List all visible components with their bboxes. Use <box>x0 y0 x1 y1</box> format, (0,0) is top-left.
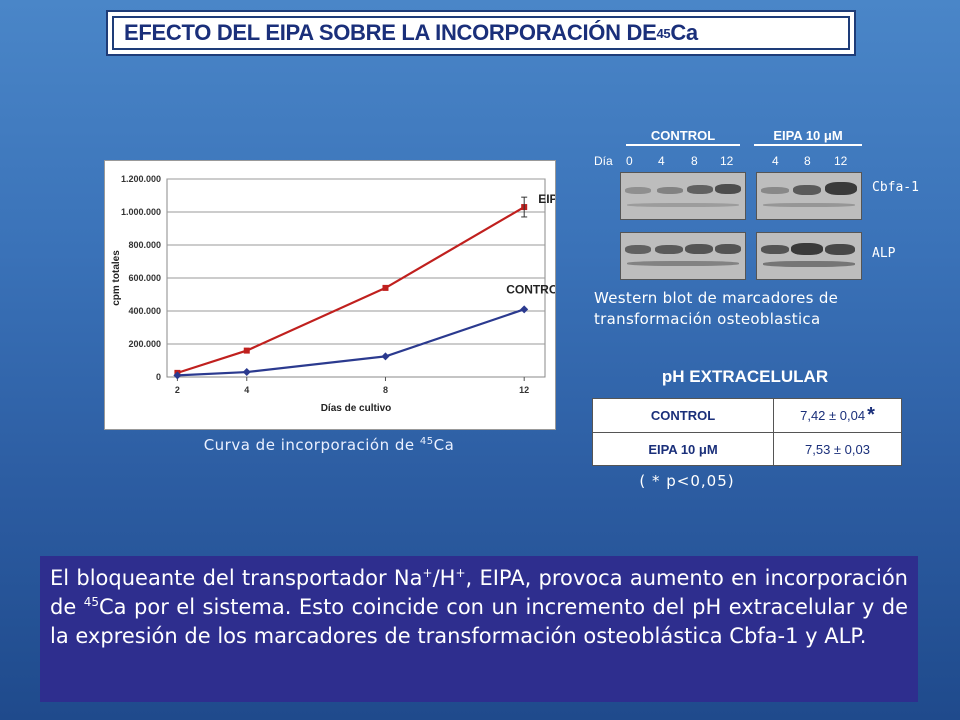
y-tick-label: 600.000 <box>128 273 161 283</box>
significance-star: * <box>867 404 875 426</box>
summary-text: Ca por el sistema. Esto coincide con un … <box>50 595 908 648</box>
wb-lane-label: 12 <box>720 154 734 168</box>
blot-alp-control <box>620 232 746 280</box>
data-point <box>173 371 182 380</box>
x-tick-label: 4 <box>244 385 249 395</box>
slide-title: EFECTO DEL EIPA SOBRE LA INCORPORACIÓN D… <box>112 16 850 50</box>
ph-value-text: 7,53 ± 0,03 <box>805 442 870 457</box>
summary-sup: + <box>455 566 466 580</box>
data-point <box>242 368 251 377</box>
wb-caption-line: Western blot de marcadores de <box>594 289 839 307</box>
wb-group-eipa-label: EIPA 10 μM <box>754 128 862 146</box>
summary-text: El bloqueante del transportador Na <box>50 566 423 590</box>
data-point <box>382 284 389 291</box>
wb-group-eipa: EIPA 10 μM <box>754 128 862 146</box>
ph-table: CONTROL 7,42 ± 0,04 * EIPA 10 μM 7,53 ± 0… <box>592 398 902 466</box>
band <box>761 187 789 194</box>
x-tick-label: 8 <box>383 385 388 395</box>
series-label-eipa: EIPA <box>538 192 555 206</box>
wb-day-label: Día <box>594 154 613 168</box>
y-tick-label: 800.000 <box>128 240 161 250</box>
ph-row-value: 7,42 ± 0,04 * <box>774 399 901 432</box>
summary-sup: + <box>422 566 433 580</box>
band <box>627 261 739 266</box>
data-point <box>520 305 529 314</box>
y-axis-label: cpm totales <box>111 250 122 306</box>
wb-lane-label: 0 <box>626 154 633 168</box>
chart-caption-text: Curva de incorporación de <box>203 436 420 454</box>
table-row: CONTROL 7,42 ± 0,04 * <box>593 399 901 433</box>
wb-caption-line: transformación osteoblastica <box>594 310 821 328</box>
band <box>687 185 713 194</box>
wb-lane-label: 12 <box>834 154 848 168</box>
chart-caption: Curva de incorporación de 45Ca <box>104 436 554 454</box>
title-isotope-symbol: Ca <box>670 20 698 45</box>
band <box>715 244 741 254</box>
x-tick-label: 12 <box>519 385 529 395</box>
blot-cbfa1-control <box>620 172 746 220</box>
y-tick-label: 0 <box>156 372 161 382</box>
band <box>825 182 857 195</box>
band <box>655 245 683 254</box>
data-point <box>381 352 390 361</box>
data-point <box>243 347 250 354</box>
ph-row-name: EIPA 10 μM <box>593 433 774 466</box>
title-box: EFECTO DEL EIPA SOBRE LA INCORPORACIÓN D… <box>106 10 856 56</box>
wb-group-control: CONTROL <box>626 128 740 146</box>
summary-box: El bloqueante del transportador Na+/H+, … <box>40 556 918 702</box>
band <box>657 187 683 194</box>
band <box>625 245 651 254</box>
ph-row-value: 7,53 ± 0,03 <box>774 433 901 466</box>
band <box>793 185 821 195</box>
band <box>715 184 741 194</box>
wb-lane-label: 8 <box>691 154 698 168</box>
x-tick-label: 2 <box>175 385 180 395</box>
x-axis-label: Días de cultivo <box>321 403 392 414</box>
title-text: EFECTO DEL EIPA SOBRE LA INCORPORACIÓN D… <box>124 20 657 45</box>
band <box>791 243 823 255</box>
western-blot: CONTROL EIPA 10 μM Día 0 4 8 12 4 8 12 C… <box>590 124 930 344</box>
chart-caption-sup: 45 <box>419 436 434 447</box>
y-tick-label: 400.000 <box>128 306 161 316</box>
y-tick-label: 200.000 <box>128 339 161 349</box>
ph-value-text: 7,42 ± 0,04 <box>800 408 866 423</box>
wb-caption: Western blot de marcadores de transforma… <box>594 288 934 330</box>
band <box>763 261 855 267</box>
ph-significance-note: ( * p<0,05) <box>639 472 735 490</box>
wb-lane-label: 4 <box>772 154 779 168</box>
wb-marker-alp: ALP <box>872 246 896 261</box>
band <box>625 187 651 194</box>
band <box>627 203 739 207</box>
wb-lane-label: 4 <box>658 154 665 168</box>
wb-group-control-label: CONTROL <box>626 128 740 146</box>
chart-caption-post: Ca <box>433 436 455 454</box>
band <box>763 203 855 207</box>
table-row: EIPA 10 μM 7,53 ± 0,03 <box>593 433 901 466</box>
band <box>761 245 789 254</box>
summary-sup: 45 <box>83 595 100 609</box>
summary-text: /H <box>432 566 456 590</box>
series-label-control: CONTROL <box>506 282 555 296</box>
ph-row-name: CONTROL <box>593 399 774 432</box>
wb-lane-label: 8 <box>804 154 811 168</box>
y-tick-label: 1.000.000 <box>121 207 161 217</box>
band <box>825 244 855 255</box>
chart-svg: 0 200.000 400.000 600.000 800.000 1.000.000 1.… <box>111 174 566 414</box>
ph-title: pH EXTRACELULAR <box>661 367 829 386</box>
blot-cbfa1-eipa <box>756 172 862 220</box>
blot-alp-eipa <box>756 232 862 280</box>
series-line-eipa <box>177 206 525 374</box>
wb-marker-cbfa1: Cbfa-1 <box>872 180 919 195</box>
summary-text: , EIPA, provoca aumento en incorporación… <box>50 566 908 619</box>
band <box>685 244 713 254</box>
y-tick-label: 1.200.000 <box>121 174 161 184</box>
series-line-control <box>177 308 525 377</box>
incorporation-chart: 0 200.000 400.000 600.000 800.000 1.000.000 1.… <box>104 160 566 430</box>
title-isotope-mass: 45 <box>656 25 671 41</box>
